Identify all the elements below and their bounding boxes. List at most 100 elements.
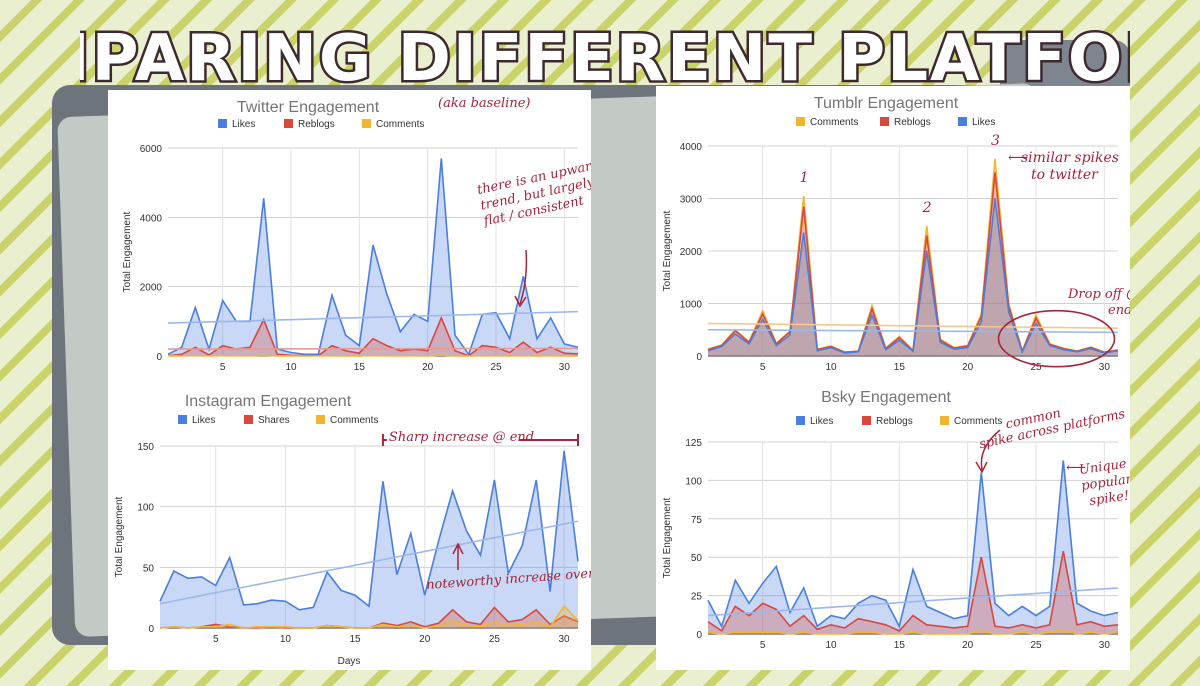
trendline-secondary bbox=[167, 347, 579, 350]
series-line-likes bbox=[707, 460, 1119, 629]
legend-swatch bbox=[178, 415, 187, 424]
instagram-chart: Instagram Engagement Likes Shares Comments 0… bbox=[114, 393, 628, 667]
y-tick-label: 25 bbox=[691, 592, 703, 603]
series-line-likes bbox=[707, 198, 1119, 354]
x-tick-label: 30 bbox=[1099, 362, 1111, 373]
series-area-likes bbox=[160, 450, 578, 628]
legend-label: Likes bbox=[810, 416, 833, 427]
series-area-likes bbox=[168, 158, 578, 356]
x-tick-label: 25 bbox=[490, 362, 502, 373]
x-tick-label: 25 bbox=[489, 634, 501, 645]
instagram-chart-panel: Instagram Engagement Likes Shares Comments 0… bbox=[108, 384, 628, 670]
x-tick-label: 15 bbox=[350, 634, 362, 645]
legend-label: Comments bbox=[330, 415, 378, 426]
x-tick-label: 20 bbox=[422, 362, 434, 373]
chart-title: Twitter Engagement bbox=[237, 99, 380, 116]
y-tick-label: 50 bbox=[143, 563, 155, 574]
legend-swatch bbox=[940, 416, 949, 425]
legend-label: Reblogs bbox=[876, 416, 913, 427]
series-area-reblogs bbox=[708, 551, 1118, 634]
spike-label: 1 bbox=[800, 170, 809, 186]
legend-label: Likes bbox=[972, 117, 995, 128]
series-line-comments bbox=[159, 604, 579, 629]
y-tick-label: 0 bbox=[148, 624, 154, 635]
y-tick-label: 2000 bbox=[680, 247, 703, 258]
annotation-arrow-glyph: ⟵ bbox=[1008, 150, 1028, 166]
x-tick-label: 15 bbox=[894, 362, 906, 373]
y-tick-label: 2000 bbox=[140, 283, 163, 294]
annotation-text: Unique bbox=[1078, 457, 1128, 479]
series-line-comments bbox=[707, 159, 1119, 354]
series-area-comments bbox=[708, 159, 1118, 356]
x-tick-label: 10 bbox=[285, 362, 297, 373]
trendline bbox=[707, 587, 1119, 617]
legend-label: Comments bbox=[376, 119, 424, 130]
x-tick-label: 30 bbox=[559, 362, 571, 373]
annotation-text: to twitter bbox=[1031, 167, 1099, 183]
annotation-text: end bbox=[1108, 303, 1130, 318]
y-tick-label: 150 bbox=[137, 442, 154, 453]
legend-swatch bbox=[316, 415, 325, 424]
y-tick-label: 4000 bbox=[680, 142, 703, 153]
x-tick-label: 25 bbox=[1030, 640, 1042, 651]
series-area-likes bbox=[708, 460, 1118, 634]
y-axis-label: Total Engagement bbox=[114, 496, 125, 577]
annotation-arrow bbox=[514, 249, 528, 308]
chart-title: Instagram Engagement bbox=[185, 393, 352, 410]
annotation-baseline: (aka baseline) bbox=[438, 96, 530, 111]
y-tick-label: 100 bbox=[685, 476, 702, 487]
legend-label: Comments bbox=[954, 416, 1002, 427]
trendline bbox=[159, 520, 579, 605]
series-area-reblogs bbox=[708, 172, 1118, 356]
x-tick-label: 30 bbox=[559, 634, 571, 645]
tumblr-chart-panel: Tumblr Engagement Comments Reblogs Likes 0 10… bbox=[656, 86, 1139, 380]
legend-label: Comments bbox=[810, 117, 858, 128]
bsky-chart: Bsky Engagement Likes Reblogs Comments 0 25 50… bbox=[662, 389, 1150, 651]
x-tick-label: 20 bbox=[962, 362, 974, 373]
x-tick-label: 5 bbox=[760, 362, 766, 373]
y-tick-label: 0 bbox=[696, 352, 702, 363]
series-line-comments bbox=[167, 354, 578, 357]
legend-label: Reblogs bbox=[894, 117, 931, 128]
y-tick-label: 75 bbox=[691, 515, 703, 526]
y-tick-label: 4000 bbox=[140, 213, 163, 224]
annotation-arrow-glyph: ⟵ bbox=[1066, 460, 1086, 476]
x-tick-label: 15 bbox=[894, 640, 906, 651]
twitter-chart: Twitter Engagement Likes Reblogs Comments 0 2… bbox=[122, 96, 608, 373]
series-line-comments bbox=[707, 628, 1119, 635]
series-area-shares bbox=[160, 607, 578, 628]
legend-swatch bbox=[362, 119, 371, 128]
legend-label: Likes bbox=[232, 119, 255, 130]
spike-label: 2 bbox=[922, 200, 932, 216]
legend-swatch bbox=[796, 117, 805, 126]
chart-title: Tumblr Engagement bbox=[814, 95, 959, 112]
y-tick-label: 1000 bbox=[680, 300, 703, 311]
legend-label: Likes bbox=[192, 415, 215, 426]
x-tick-label: 5 bbox=[213, 634, 219, 645]
annotation-label-bg bbox=[386, 429, 519, 445]
legend-swatch bbox=[244, 415, 253, 424]
legend-swatch bbox=[218, 119, 227, 128]
annotation-text: Drop off @ bbox=[1067, 287, 1130, 302]
x-tick-label: 20 bbox=[419, 634, 431, 645]
series-line-likes bbox=[159, 450, 579, 611]
legend-label: Reblogs bbox=[298, 119, 335, 130]
chart-title: Bsky Engagement bbox=[821, 389, 951, 406]
y-tick-label: 0 bbox=[156, 352, 162, 363]
x-tick-label: 25 bbox=[1030, 362, 1042, 373]
page-title-text: COMPARING DIFFERENT PLATFORMS bbox=[80, 22, 1130, 96]
y-tick-label: 6000 bbox=[140, 144, 163, 155]
x-tick-label: 15 bbox=[354, 362, 366, 373]
trendline bbox=[167, 310, 579, 324]
series-area-likes bbox=[708, 198, 1118, 356]
x-tick-label: 5 bbox=[220, 362, 226, 373]
legend-swatch bbox=[796, 416, 805, 425]
series-area-comments bbox=[160, 606, 578, 628]
trendline bbox=[707, 328, 1119, 334]
legend-swatch bbox=[958, 117, 967, 126]
y-tick-label: 0 bbox=[696, 630, 702, 641]
series-area-reblogs bbox=[168, 317, 578, 356]
y-axis-label: Total Engagement bbox=[662, 210, 673, 291]
x-tick-label: 30 bbox=[1099, 640, 1111, 651]
annotation-circle bbox=[997, 309, 1116, 368]
